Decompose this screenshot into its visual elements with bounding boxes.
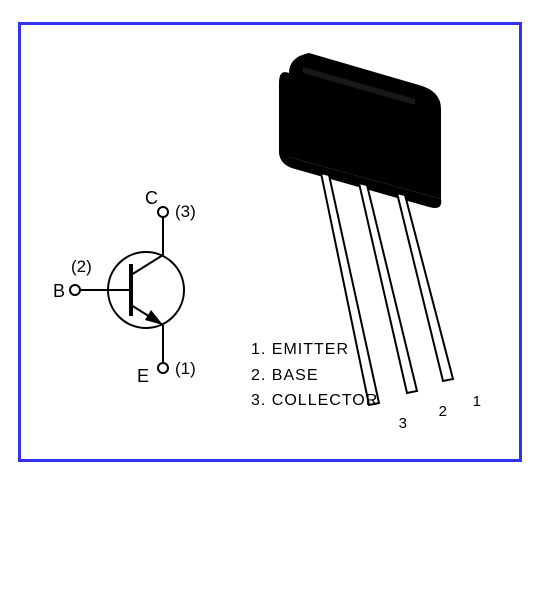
lead-label-1: 1	[473, 393, 481, 410]
pinout-legend: 1. EMITTER 2. BASE 3. COLLECTOR	[251, 337, 378, 414]
diagram-frame: C (3) (2) B E (1)	[18, 22, 522, 462]
legend-name-1: EMITTER	[272, 341, 349, 358]
legend-row-1: 1. EMITTER	[251, 337, 378, 363]
legend-num-3: 3.	[251, 392, 266, 409]
base-letter: B	[53, 281, 65, 301]
legend-name-3: COLLECTOR	[272, 392, 379, 409]
legend-num-2: 2.	[251, 367, 266, 384]
legend-name-2: BASE	[272, 367, 319, 384]
emitter-pin: (1)	[175, 359, 196, 378]
emitter-letter: E	[137, 366, 149, 386]
collector-pin: (3)	[175, 202, 196, 221]
legend-num-1: 1.	[251, 341, 266, 358]
collector-letter: C	[145, 190, 158, 208]
legend-row-3: 3. COLLECTOR	[251, 388, 378, 414]
lead-label-2: 2	[439, 403, 447, 420]
lead-label-3: 3	[399, 415, 407, 432]
legend-row-2: 2. BASE	[251, 363, 378, 389]
base-pin: (2)	[71, 257, 92, 276]
transistor-schematic: C (3) (2) B E (1)	[51, 190, 231, 390]
